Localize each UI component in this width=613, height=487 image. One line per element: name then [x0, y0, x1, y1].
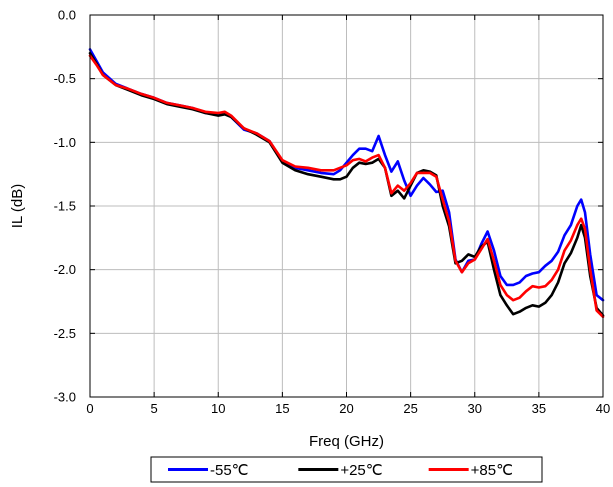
y-tick-labels: 0.0 -0.5 -1.0 -1.5 -2.0 -2.5 -3.0: [54, 8, 76, 405]
legend-label-2: +25℃: [340, 462, 382, 479]
x-tick-label: 20: [339, 401, 353, 416]
series-line-2: [88, 51, 605, 317]
series-line-3: [88, 54, 605, 319]
x-tick-label: 10: [211, 401, 225, 416]
x-tick-label: 25: [403, 401, 417, 416]
y-tick-label: -1.0: [54, 135, 76, 150]
legend-box: [150, 456, 543, 483]
y-tick-label: -3.0: [54, 390, 76, 405]
x-axis-label: Freq (GHz): [309, 433, 384, 450]
grid-lines: [90, 15, 603, 397]
y-axis-label: IL (dB): [9, 184, 26, 228]
x-tick-label: 0: [86, 401, 93, 416]
x-tick-label: 30: [468, 401, 482, 416]
y-tick-label: -2.0: [54, 262, 76, 277]
x-tick-label: 5: [151, 401, 158, 416]
x-tick-label: 15: [275, 401, 289, 416]
series-lines: [88, 48, 605, 319]
legend: -55℃ +25℃ +85℃: [150, 456, 543, 483]
legend-label-1: -55℃: [210, 462, 249, 479]
x-tick-label: 40: [596, 401, 610, 416]
x-tick-label: 35: [532, 401, 546, 416]
x-tick-labels: 0 5 10 15 20 25 30 35 40: [86, 401, 610, 416]
y-tick-label: -2.5: [54, 326, 76, 341]
legend-label-3: +85℃: [471, 462, 513, 479]
axis-ticks: [89, 14, 604, 398]
y-tick-label: -0.5: [54, 71, 76, 86]
y-tick-label: 0.0: [58, 8, 76, 23]
y-tick-label: -1.5: [54, 199, 76, 214]
